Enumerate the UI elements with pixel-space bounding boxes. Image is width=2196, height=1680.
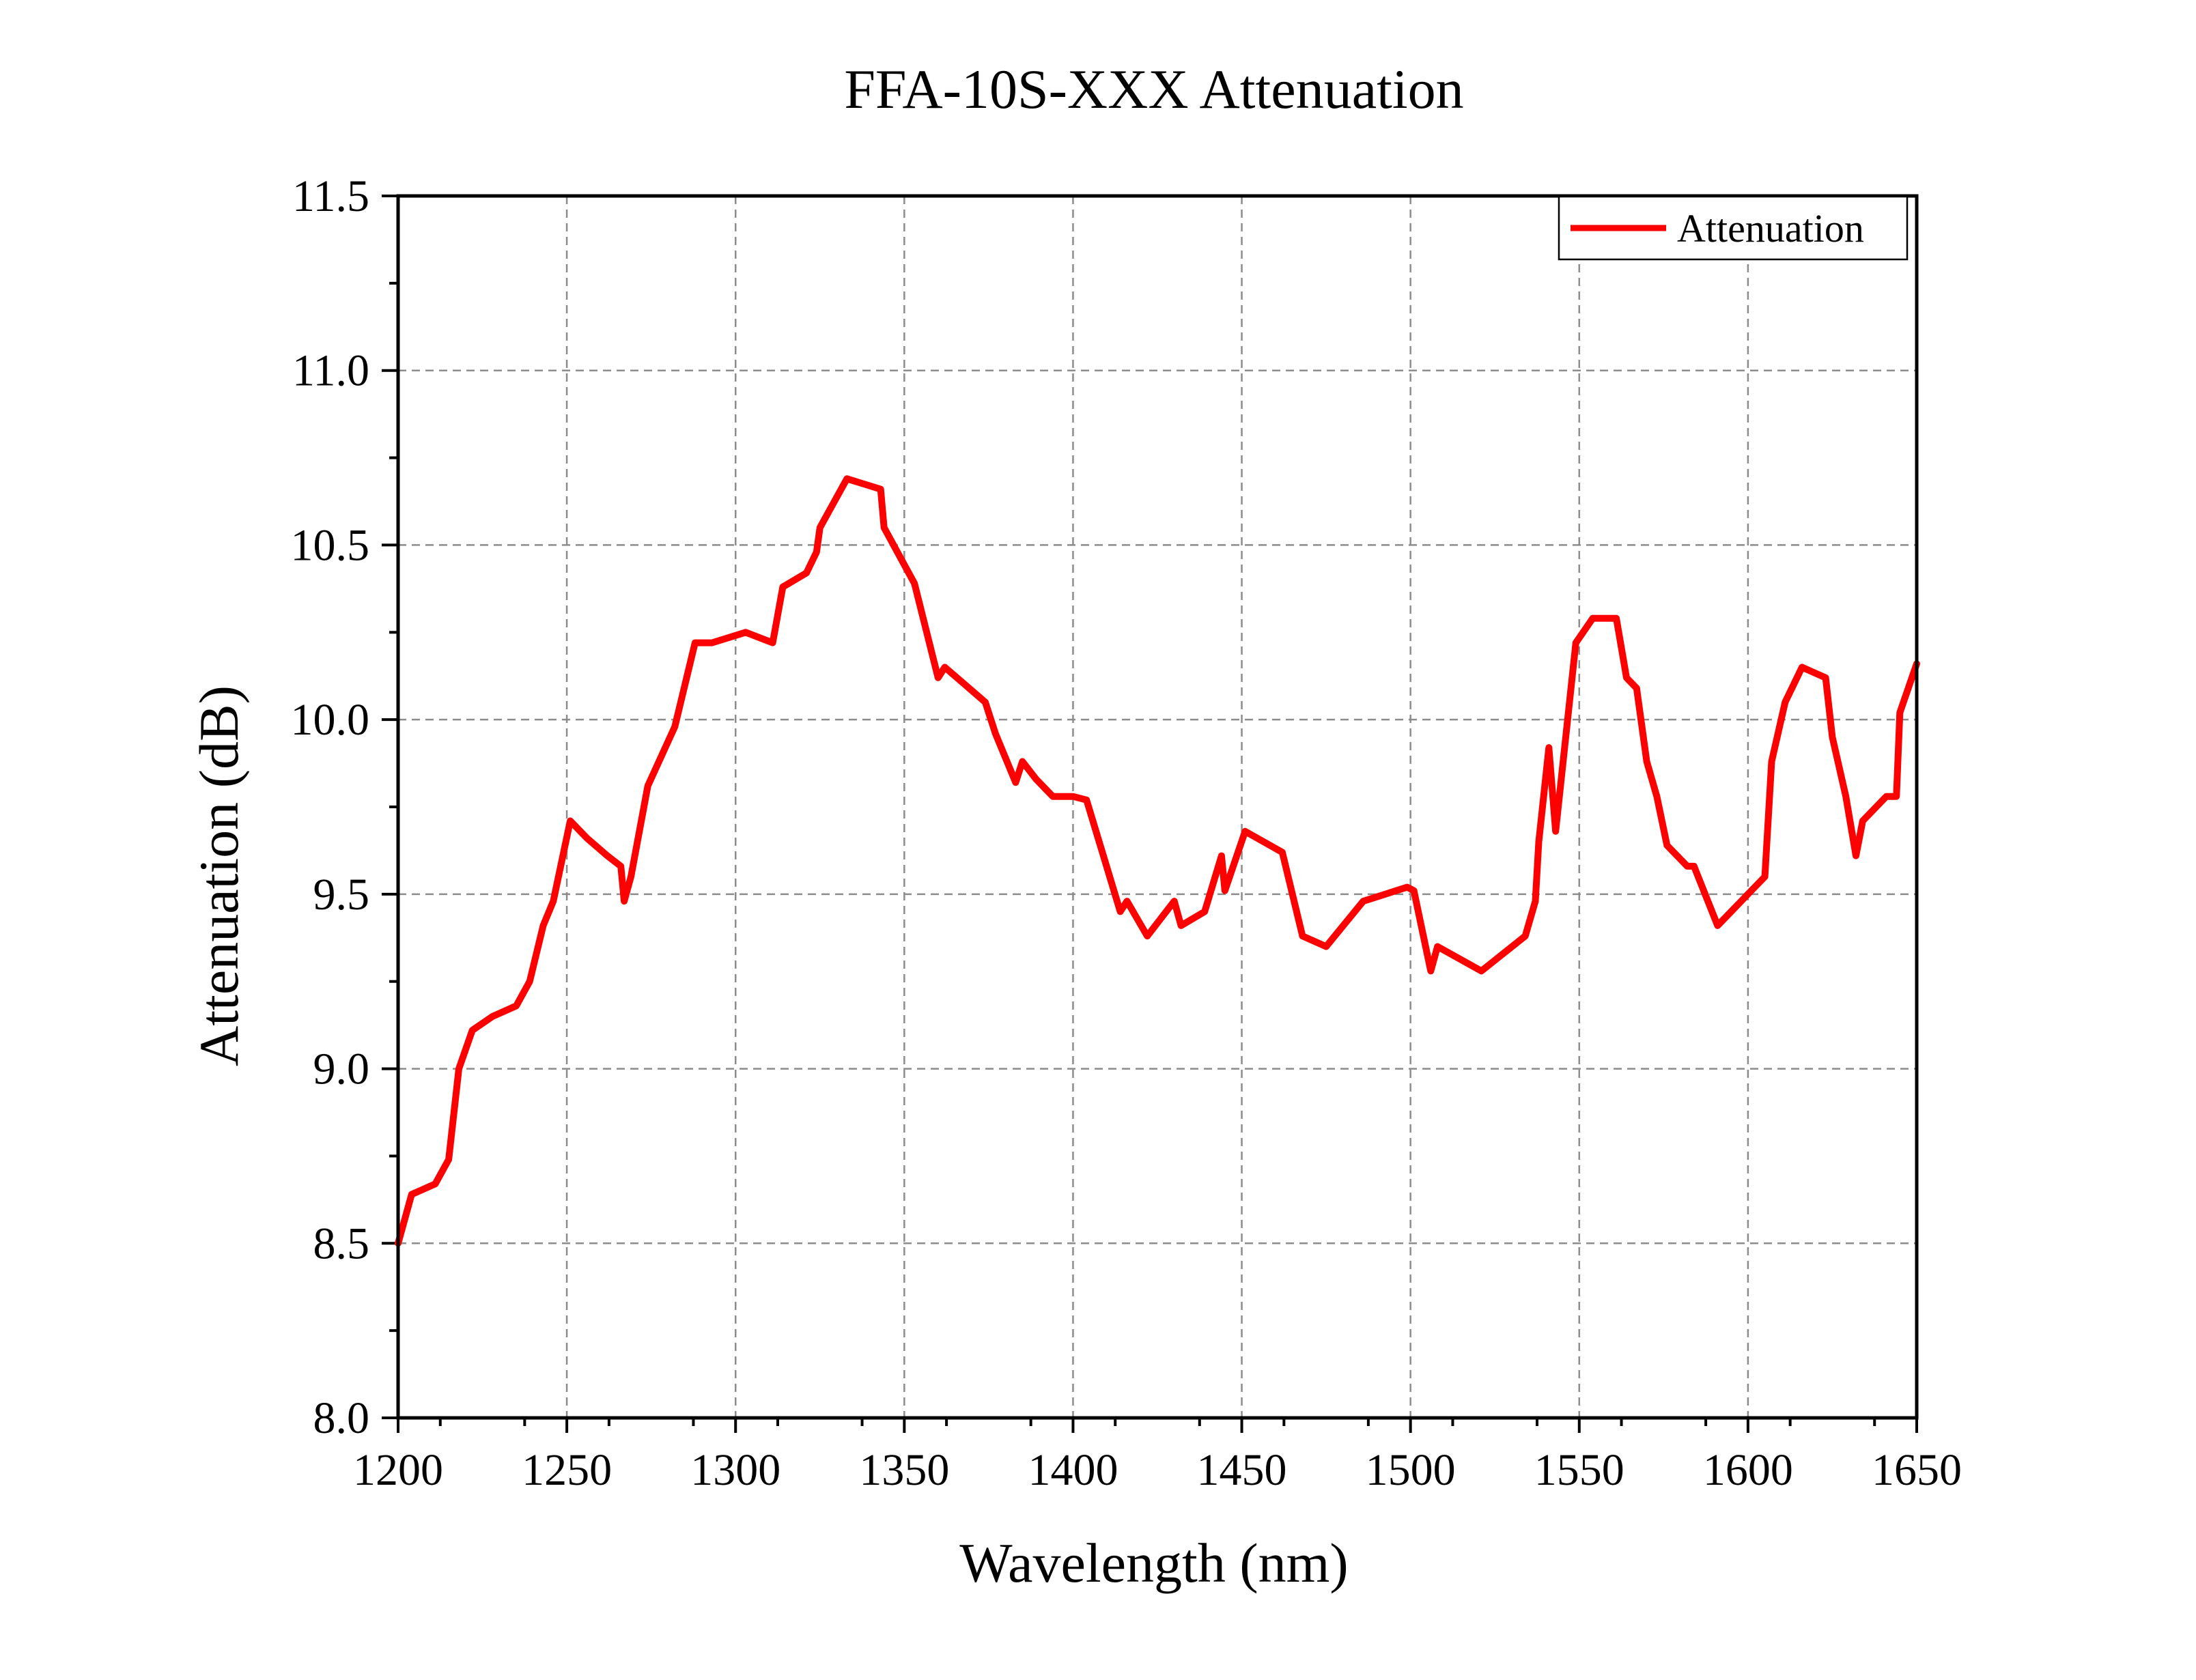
legend-label-attenuation: Attenuation bbox=[1677, 206, 1864, 251]
x-axis-tick-labels: 1200 1250 1300 1350 1400 1450 1500 1550 1600 1650 bbox=[353, 1445, 1962, 1495]
legend: Attenuation bbox=[1558, 195, 1909, 261]
axis-ticks bbox=[382, 195, 1918, 1433]
y-axis-tick-labels: 8.0 8.5 9.0 9.5 10.0 10.5 11.0 11.5 bbox=[291, 171, 370, 1443]
x-tick-label: 1650 bbox=[1872, 1445, 1962, 1495]
x-axis-title: Wavelength (nm) bbox=[959, 1532, 1348, 1594]
y-axis-title: Attenuation (dB) bbox=[188, 685, 250, 1066]
plot-frame bbox=[396, 194, 1919, 1420]
x-tick-label: 1500 bbox=[1366, 1445, 1456, 1495]
y-tick-label: 10.5 bbox=[291, 520, 370, 570]
x-tick-label: 1200 bbox=[353, 1445, 443, 1495]
y-tick-label: 9.0 bbox=[313, 1044, 370, 1094]
x-tick-label: 1450 bbox=[1197, 1445, 1287, 1495]
series-layer bbox=[395, 475, 1920, 1247]
grid-lines bbox=[398, 196, 1917, 1418]
y-tick-label: 9.5 bbox=[313, 870, 370, 920]
x-tick-label: 1400 bbox=[1028, 1445, 1118, 1495]
chart-title: FFA-10S-XXX Attenuation bbox=[844, 58, 1463, 120]
y-tick-label: 11.5 bbox=[292, 171, 369, 221]
x-tick-label: 1250 bbox=[522, 1445, 612, 1495]
y-tick-label: 11.0 bbox=[292, 346, 369, 396]
series-line-attenuation bbox=[395, 475, 1920, 1247]
y-tick-label: 8.5 bbox=[313, 1219, 370, 1268]
x-tick-label: 1350 bbox=[859, 1445, 949, 1495]
x-tick-label: 1600 bbox=[1703, 1445, 1793, 1495]
y-tick-label: 10.0 bbox=[291, 695, 370, 745]
x-tick-label: 1300 bbox=[690, 1445, 780, 1495]
x-tick-label: 1550 bbox=[1534, 1445, 1624, 1495]
y-tick-label: 8.0 bbox=[313, 1393, 370, 1443]
